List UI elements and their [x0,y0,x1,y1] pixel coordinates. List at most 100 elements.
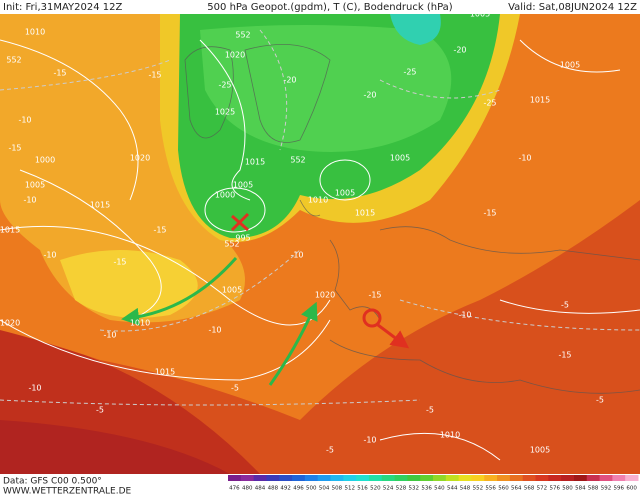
map-labels: 1010100010051015102010201025101510051000… [0,10,604,455]
pressure-label: 1015 [0,226,20,235]
temperature-label: -10 [103,331,116,340]
colorbar-swatch [356,475,370,481]
temperature-label: -10 [518,154,531,163]
pressure-label: 1000 [35,156,55,165]
colorbar-label: 564 [511,486,522,492]
colorbar-label: 492 [280,486,291,492]
colorbar-label: 576 [549,486,560,492]
temperature-label: -15 [113,258,126,267]
colorbar-label: 484 [255,486,266,492]
colorbar-swatch [497,475,511,481]
colorbar-swatch [253,475,267,481]
colorbar-label: 548 [460,486,471,492]
colorbar-swatch [458,475,472,481]
colorbar-swatch [266,475,280,481]
colorbar-label: 508 [332,486,343,492]
colorbar-swatch [484,475,498,481]
pressure-label: 1020 [0,319,20,328]
temperature-label: -15 [558,351,571,360]
colorbar-swatch [625,475,639,481]
temperature-label: -5 [326,446,334,455]
colorbar-swatch [368,475,383,481]
colorbar-swatch [535,475,549,481]
colorbar-swatch [522,475,536,481]
pressure-label: 1015 [90,201,110,210]
pressure-label: 1005 [335,189,355,198]
temperature-label: -10 [18,116,31,125]
temperature-label: -25 [218,81,231,90]
pressure-label: 1010 [25,28,45,37]
pressure-label: 1015 [245,158,265,167]
colorbar-label: 572 [537,486,548,492]
colorbar-label: 512 [344,486,355,492]
temperature-label: -20 [283,76,296,85]
colorbar-swatch [240,475,255,481]
pressure-label: 1015 [155,368,175,377]
colorbar-swatch [612,475,626,481]
colorbar-label: 476 [229,486,240,492]
site: WWW.WETTERZENTRALE.DE [3,487,132,496]
temperature-label: -5 [596,396,604,405]
temperature-label: -5 [561,301,569,310]
colorbar-swatch [407,475,421,481]
temperature-label: -15 [148,71,161,80]
colorbar-label: 596 [614,486,625,492]
pressure-label: 1025 [215,108,235,117]
temperature-label: -15 [53,69,66,78]
pressure-label: 1020 [130,154,150,163]
colorbar-swatch [561,475,575,481]
pressure-label: 1005 [222,286,242,295]
colorbar-swatch [304,475,319,481]
pressure-label: 1015 [530,96,550,105]
map [0,14,640,474]
colorbar-swatch [586,475,601,481]
header-bar [0,0,640,14]
pressure-label: 1005 [390,154,410,163]
colorbar-label: 560 [498,486,509,492]
isobars [0,39,640,461]
geopotential-label: 552 [6,56,21,65]
temperature-label: -10 [43,251,56,260]
temperature-label: -20 [363,91,376,100]
colorbar: 476 480 484 488 492 496 500 504 508 512 516 520 524 5… [228,475,639,492]
isotherms [0,29,640,406]
temperature-label: -5 [231,384,239,393]
geopotential-label: 552 [224,240,239,249]
pressure-label: 1005 [560,61,580,70]
colorbar-label: 500 [306,486,317,492]
colorbar-label: 532 [409,486,420,492]
temperature-label: -5 [426,406,434,415]
temperature-label: -15 [483,209,496,218]
colorbar-label: 580 [562,486,573,492]
colorbar-swatch [381,475,396,481]
pressure-label: 1000 [215,191,235,200]
pressure-label: 1005 [530,446,550,455]
pressure-label: 1010 [130,319,150,328]
colorbar-label: 520 [370,486,381,492]
temperature-label: -10 [28,384,41,393]
colorbar-label: 488 [268,486,279,492]
colorbar-swatch [317,475,331,481]
annotations [121,212,410,386]
colorbar-label: 516 [357,486,368,492]
colorbar-label: 536 [421,486,432,492]
geopotential-label: 552 [235,31,250,40]
colorbar-swatch [433,475,447,481]
colorbar-label: 600 [626,486,637,492]
colorbar-label: 584 [575,486,586,492]
colorbar-swatch [471,475,485,481]
pressure-label: 1005 [233,181,253,190]
pressure-label: 1020 [315,291,335,300]
colorbar-label: 480 [242,486,253,492]
pressure-label: 1005 [25,181,45,190]
pressure-label: 1015 [355,209,375,218]
pressure-label: 1010 [440,431,460,440]
colorbar-swatch [394,475,408,481]
colorbar-swatch [509,475,524,481]
pressure-label: 1010 [308,196,328,205]
geopotential-label: 552 [290,156,305,165]
init-time: Init: Fri,31MAY2024 12Z [3,2,123,13]
colorbar-label: 528 [396,486,407,492]
colorbar-label: 556 [485,486,496,492]
